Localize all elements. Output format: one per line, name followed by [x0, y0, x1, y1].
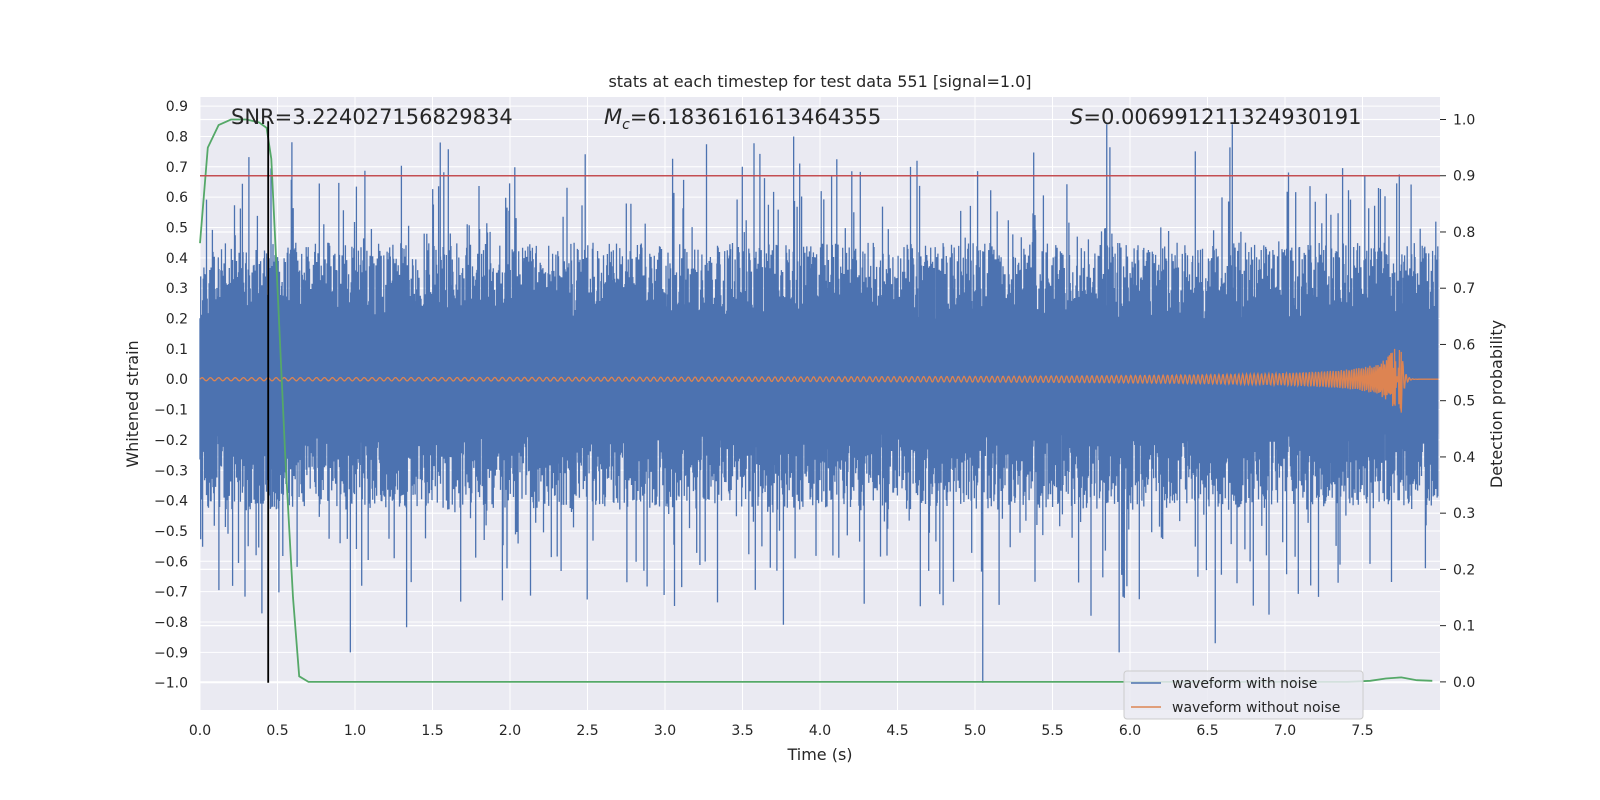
- left-y-axis-ticks: 0.9 0.8 0.7 0.6 0.5 0.4 0.3 0.2 0.1 0.0 −0.1 −0.2 −0…: [154, 99, 188, 692]
- reference-lines: [200, 121, 1440, 683]
- right-y-axis-label: Detection probability: [1487, 320, 1506, 488]
- x-axis-label: Time (s): [786, 745, 852, 764]
- left-y-tick-label: 0.2: [166, 312, 188, 328]
- left-y-tick-label: 0.8: [166, 129, 188, 145]
- legend: waveform with noise waveform without noi…: [1123, 670, 1364, 720]
- left-y-tick-label: −0.4: [154, 494, 188, 510]
- left-y-tick-label: 0.4: [166, 251, 188, 267]
- left-y-tick-label: 0.6: [166, 190, 188, 206]
- right-y-tick-label: 0.0: [1453, 675, 1475, 691]
- legend-label-clean: waveform without noise: [1172, 700, 1340, 716]
- left-y-tick-label: 0.1: [166, 342, 188, 358]
- right-y-tick-label: 1.0: [1453, 112, 1475, 128]
- right-y-tick-label: 0.3: [1453, 506, 1475, 522]
- s-annotation: S=0.006991211324930191: [1070, 105, 1361, 129]
- right-y-tick-label: 0.5: [1453, 394, 1475, 410]
- legend-label-noisy: waveform with noise: [1172, 676, 1317, 692]
- left-y-tick-label: −1.0: [154, 676, 188, 692]
- legend-box: [1123, 670, 1364, 720]
- x-tick-label: 4.0: [809, 723, 831, 739]
- chirp-mass-symbol: M: [604, 105, 622, 129]
- right-y-tick-label: 0.6: [1453, 337, 1475, 353]
- x-tick-label: 5.5: [1041, 723, 1063, 739]
- x-tick-label: 0.5: [266, 723, 288, 739]
- left-y-tick-label: −0.7: [154, 585, 188, 601]
- x-tick-label: 2.0: [499, 723, 521, 739]
- left-y-tick-label: 0.3: [166, 281, 188, 297]
- x-tick-label: 1.0: [344, 723, 366, 739]
- left-y-axis-label: Whitened strain: [123, 340, 142, 467]
- x-tick-label: 4.5: [886, 723, 908, 739]
- noisy-waveform-core: [200, 318, 1439, 434]
- left-y-tick-label: −0.8: [154, 615, 188, 631]
- right-y-tick-label: 0.8: [1453, 225, 1475, 241]
- left-y-tick-label: 0.5: [166, 220, 188, 236]
- right-y-tick-label: 0.2: [1453, 562, 1475, 578]
- x-tick-label: 1.5: [421, 723, 443, 739]
- right-y-tick-label: 0.1: [1453, 619, 1475, 635]
- s-value: =0.006991211324930191: [1083, 105, 1361, 129]
- right-y-tick-label: 0.4: [1453, 450, 1475, 466]
- right-y-tick-label: 0.7: [1453, 281, 1475, 297]
- snr-annotation: SNR=3.224027156829834: [231, 105, 513, 129]
- x-tick-label: 2.5: [576, 723, 598, 739]
- left-y-tick-label: 0.0: [166, 372, 188, 388]
- left-y-tick-label: −0.2: [154, 433, 188, 449]
- left-y-tick-label: 0.7: [166, 160, 188, 176]
- s-symbol: S: [1070, 105, 1083, 129]
- x-axis-ticks: 0.0 0.5 1.0 1.5 2.0 2.5 3.0 3.5 4.0 4.5 5.0 5.5 6.0 6…: [189, 723, 1374, 739]
- x-tick-label: 0.0: [189, 723, 211, 739]
- left-y-tick-label: −0.1: [154, 403, 188, 419]
- left-y-tick-label: −0.5: [154, 524, 188, 540]
- x-tick-label: 5.0: [964, 723, 986, 739]
- chirp-mass-value: =6.1836161613464355: [630, 105, 881, 129]
- right-y-axis-ticks: 1.0 0.9 0.8 0.7 0.6 0.5 0.4 0.3 0.2 0.1 0.0: [1440, 112, 1475, 691]
- x-tick-label: 3.0: [654, 723, 676, 739]
- clean-waveform-line: [199, 348, 1439, 413]
- chirp-mass-subscript: c: [622, 117, 630, 133]
- right-y-tick-label: 0.9: [1453, 169, 1475, 185]
- clean-waveform-series: [199, 348, 1439, 413]
- x-tick-label: 7.0: [1274, 723, 1296, 739]
- x-tick-label: 6.0: [1119, 723, 1141, 739]
- left-y-tick-label: 0.9: [166, 99, 188, 115]
- chirp-mass-annotation: Mc=6.1836161613464355: [604, 105, 881, 133]
- left-y-tick-label: −0.3: [154, 463, 188, 479]
- x-tick-label: 7.5: [1351, 723, 1373, 739]
- chart-title: stats at each timestep for test data 551…: [608, 72, 1031, 91]
- x-tick-label: 6.5: [1196, 723, 1218, 739]
- x-tick-label: 3.5: [731, 723, 753, 739]
- left-y-tick-label: −0.6: [154, 554, 188, 570]
- left-y-tick-label: −0.9: [154, 645, 188, 661]
